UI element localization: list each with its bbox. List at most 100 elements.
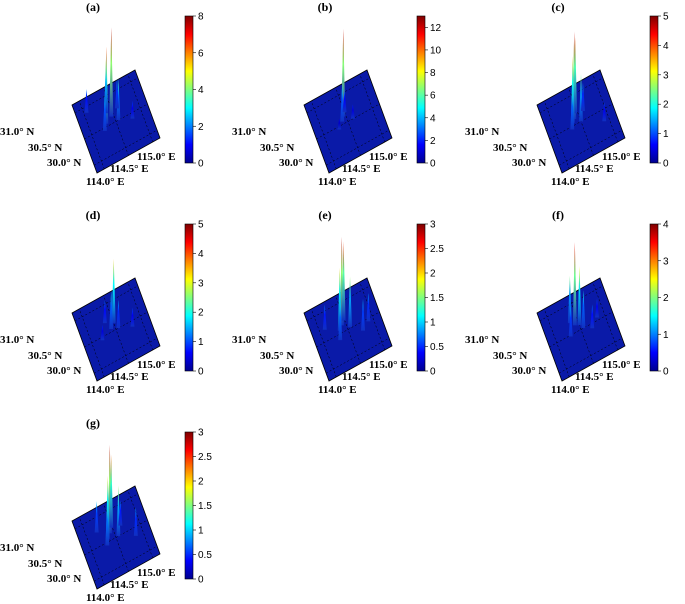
colorbar-tick-label: 2	[663, 100, 669, 111]
lat-tick-label: 30.5° N	[28, 142, 62, 154]
lon-tick-label: 114.5° E	[575, 163, 614, 175]
colorbar-tick-label: 0	[198, 367, 204, 378]
grid-line	[592, 73, 618, 143]
lat-tick-label: 30.5° N	[493, 142, 527, 154]
colorbar-tick-label: 2	[198, 477, 204, 488]
lon-tick-label: 114.0° E	[318, 384, 357, 396]
grid-line	[127, 281, 153, 351]
grid-line	[306, 285, 371, 322]
colorbar-tick-label: 4	[663, 41, 669, 52]
lat-tick-label: 31.0° N	[0, 334, 34, 346]
lat-tick-label: 30.5° N	[260, 350, 294, 362]
surface-peak	[366, 292, 371, 322]
colorbar-tick-label: 2	[663, 293, 669, 304]
grid-line	[316, 103, 380, 140]
lon-tick-label: 114.5° E	[342, 371, 381, 383]
colorbar	[649, 223, 659, 372]
surface-peak	[109, 27, 114, 117]
subplot-title: (a)	[86, 0, 100, 14]
grid-line	[592, 281, 618, 351]
lon-tick-label: 114.0° E	[86, 592, 125, 604]
lon-tick-label: 114.5° E	[575, 371, 614, 383]
colorbar-tick-label: 1	[430, 318, 436, 329]
lat-tick-label: 30.0° N	[47, 573, 81, 585]
colorbar-tick-label: 1.5	[198, 501, 212, 512]
colorbar-tick-label: 0	[198, 575, 204, 586]
colorbar-tick-label: 6	[430, 91, 436, 102]
surface-peak	[570, 91, 575, 130]
lon-tick-label: 114.5° E	[110, 579, 149, 591]
colorbar-tick-label: 0	[198, 159, 204, 170]
subplot-title: (g)	[86, 416, 100, 430]
surface-peak	[348, 276, 353, 328]
surface-peak	[581, 290, 586, 329]
grid-line	[539, 77, 604, 114]
lat-tick-label: 30.0° N	[279, 365, 313, 377]
lat-tick-label: 31.0° N	[0, 542, 34, 554]
colorbar-tick-label: 3	[198, 428, 204, 439]
colorbar-tick-label: 3	[663, 70, 669, 81]
colorbar-tick-label: 2.5	[198, 452, 212, 463]
colorbar-tick-label: 1	[663, 129, 669, 140]
lat-tick-label: 30.5° N	[28, 558, 62, 570]
colorbar-tick-label: 5	[198, 220, 204, 231]
lon-tick-label: 115.0° E	[137, 359, 176, 371]
subplot-title: (d)	[86, 208, 101, 222]
surface-peak	[94, 500, 99, 533]
colorbar-tick-label: 1.5	[430, 293, 444, 304]
surface-peak	[341, 241, 346, 321]
surface-peak	[109, 454, 114, 528]
lon-tick-label: 114.0° E	[551, 176, 590, 188]
colorbar-tick-label: 4	[663, 220, 669, 231]
surface-peak	[580, 82, 585, 111]
lat-tick-label: 30.0° N	[47, 365, 81, 377]
lon-tick-label: 114.0° E	[318, 176, 357, 188]
grid-line	[127, 489, 153, 559]
surface-peak	[573, 37, 578, 114]
surface-peak	[572, 242, 577, 326]
lon-tick-label: 115.0° E	[137, 151, 176, 163]
surface-peak	[130, 307, 135, 327]
surface-peak	[102, 95, 107, 131]
grid-line	[325, 129, 390, 166]
colorbar-tick-label: 0	[663, 159, 669, 170]
lon-tick-label: 114.0° E	[86, 176, 125, 188]
colorbar-tick-label: 1	[198, 337, 204, 348]
grid-line	[539, 285, 604, 322]
lon-tick-label: 114.0° E	[551, 384, 590, 396]
lon-tick-label: 114.0° E	[86, 384, 125, 396]
lon-tick-label: 115.0° E	[369, 359, 408, 371]
grid-line	[549, 311, 613, 348]
grid-line	[127, 73, 153, 143]
grid-line	[558, 337, 623, 374]
colorbar-tick-label: 0	[430, 367, 436, 378]
grid-line	[93, 337, 158, 374]
surface-peak	[118, 500, 123, 526]
grid-line	[558, 129, 623, 166]
colorbar-tick-label: 1	[663, 330, 669, 341]
surface-peak	[116, 299, 121, 329]
surface-peak	[568, 305, 573, 337]
surface-peak	[350, 104, 355, 119]
subplot-title: (c)	[551, 0, 564, 14]
surface-peak	[116, 78, 121, 121]
surface-peak	[102, 300, 107, 324]
surface-peak	[130, 100, 135, 119]
colorbar	[184, 431, 194, 580]
lat-tick-label: 31.0° N	[465, 334, 499, 346]
surface-peak	[577, 265, 582, 326]
colorbar	[184, 15, 194, 164]
surface-peak	[337, 118, 342, 130]
colorbar-tick-label: 2	[198, 122, 204, 133]
colorbar-tick-label: 3	[198, 278, 204, 289]
lat-tick-label: 31.0° N	[232, 334, 266, 346]
surface-peak	[590, 304, 595, 329]
lat-tick-label: 30.5° N	[493, 350, 527, 362]
surface-peak	[105, 504, 110, 546]
